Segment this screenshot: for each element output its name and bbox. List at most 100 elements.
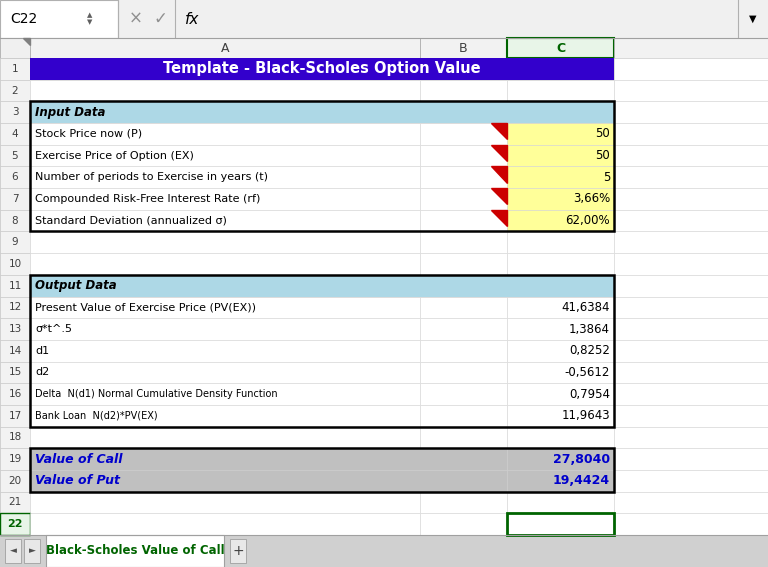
Text: 41,6384: 41,6384 <box>561 301 610 314</box>
Polygon shape <box>491 188 507 204</box>
Bar <box>614 492 768 513</box>
Bar <box>420 426 507 448</box>
Text: 14: 14 <box>8 346 22 356</box>
Polygon shape <box>491 123 507 139</box>
Bar <box>0 362 30 383</box>
Text: fx: fx <box>185 11 200 27</box>
Bar <box>0 275 30 297</box>
Text: Present Value of Exercise Price (PV(EX)): Present Value of Exercise Price (PV(EX)) <box>35 302 256 312</box>
Bar <box>614 188 768 210</box>
Bar <box>30 80 420 101</box>
Bar <box>0 513 30 535</box>
Bar <box>614 210 768 231</box>
Text: Value of Call: Value of Call <box>35 452 123 466</box>
Bar <box>614 448 768 470</box>
Bar <box>420 123 507 145</box>
Text: Exercise Price of Option (EX): Exercise Price of Option (EX) <box>35 151 194 160</box>
Bar <box>507 470 614 492</box>
Text: 3: 3 <box>12 107 18 117</box>
Bar <box>507 145 614 166</box>
Bar <box>420 80 507 101</box>
Bar <box>614 38 768 58</box>
Text: 16: 16 <box>8 389 22 399</box>
Text: 15: 15 <box>8 367 22 378</box>
Bar <box>507 166 614 188</box>
Polygon shape <box>491 210 507 226</box>
Polygon shape <box>491 166 507 183</box>
Text: Template - Black-Scholes Option Value: Template - Black-Scholes Option Value <box>163 61 481 77</box>
Bar <box>0 38 30 58</box>
Bar <box>614 231 768 253</box>
Bar <box>420 318 507 340</box>
Bar <box>614 513 768 535</box>
Text: 11,9643: 11,9643 <box>561 409 610 422</box>
Bar <box>30 470 507 492</box>
Bar <box>30 275 614 426</box>
Text: ◄: ◄ <box>9 547 16 556</box>
Bar <box>30 166 420 188</box>
Bar <box>507 253 614 275</box>
Bar <box>614 101 768 123</box>
Text: 62,00%: 62,00% <box>565 214 610 227</box>
Bar <box>614 58 768 80</box>
Text: ✓: ✓ <box>153 10 167 28</box>
Bar <box>420 210 507 231</box>
Text: 19: 19 <box>8 454 22 464</box>
Bar <box>420 513 507 535</box>
Bar <box>30 340 420 362</box>
Bar <box>614 297 768 318</box>
Bar <box>30 253 420 275</box>
Bar <box>507 80 614 101</box>
Bar <box>614 318 768 340</box>
Bar <box>30 448 507 470</box>
Bar <box>30 318 420 340</box>
Polygon shape <box>491 145 507 161</box>
Text: 4: 4 <box>12 129 18 139</box>
Bar <box>30 275 614 297</box>
Text: Black-Scholes Value of Call: Black-Scholes Value of Call <box>45 544 224 557</box>
Text: C22: C22 <box>10 12 38 26</box>
Bar <box>30 101 614 231</box>
Bar <box>614 166 768 188</box>
Text: d2: d2 <box>35 367 49 378</box>
Bar <box>507 513 614 535</box>
Bar <box>420 362 507 383</box>
Bar <box>507 318 614 340</box>
Bar <box>507 340 614 362</box>
Text: Input Data: Input Data <box>35 105 105 119</box>
Bar <box>30 101 614 123</box>
Text: 0,8252: 0,8252 <box>569 344 610 357</box>
Text: 5: 5 <box>603 171 610 184</box>
Bar <box>420 383 507 405</box>
Bar <box>420 340 507 362</box>
Bar <box>5 539 21 563</box>
Text: 21: 21 <box>8 497 22 507</box>
Bar <box>614 80 768 101</box>
Text: Output Data: Output Data <box>35 279 117 292</box>
Text: Bank Loan  N(d2)*PV(EX): Bank Loan N(d2)*PV(EX) <box>35 411 157 421</box>
Bar <box>614 253 768 275</box>
Text: B: B <box>459 41 468 54</box>
Text: 22: 22 <box>7 519 23 529</box>
Bar <box>507 405 614 426</box>
Text: ×: × <box>129 10 143 28</box>
Text: 1: 1 <box>12 64 18 74</box>
Text: C: C <box>556 41 565 54</box>
Bar <box>507 492 614 513</box>
Bar <box>614 145 768 166</box>
Text: 9: 9 <box>12 238 18 247</box>
Bar <box>24 539 40 563</box>
Text: 11: 11 <box>8 281 22 291</box>
Bar <box>420 231 507 253</box>
Bar <box>614 405 768 426</box>
Polygon shape <box>23 38 30 45</box>
Bar <box>30 362 420 383</box>
Text: σ*t^.5: σ*t^.5 <box>35 324 72 334</box>
Text: 12: 12 <box>8 302 22 312</box>
Bar <box>420 297 507 318</box>
Bar <box>507 231 614 253</box>
Bar <box>30 123 420 145</box>
Bar <box>0 58 30 80</box>
Bar <box>30 38 420 58</box>
Text: 17: 17 <box>8 411 22 421</box>
